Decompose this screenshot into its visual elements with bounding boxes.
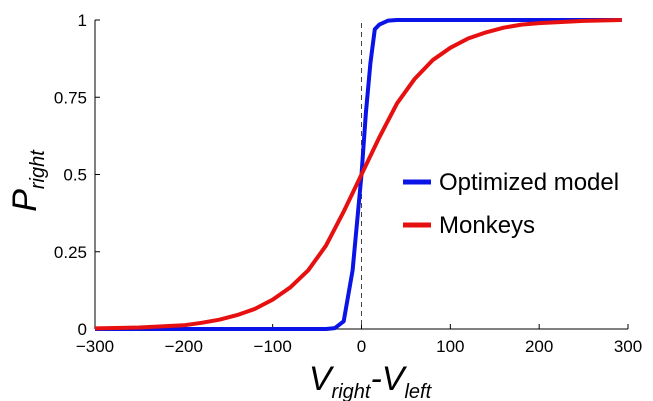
y-tick-label: 0.25 — [54, 243, 87, 262]
x-axis-label-sub-1: right — [332, 381, 372, 401]
y-axis-label-sub: right — [27, 149, 49, 189]
y-tick-label: 0.5 — [63, 166, 87, 185]
y-tick-label: 0 — [78, 320, 87, 339]
series-line-optimized-model — [95, 18, 622, 331]
x-tick-label: −200 — [165, 337, 203, 356]
x-tick-label: 200 — [525, 337, 553, 356]
tick-labels: −300 −200 −100 0 100 200 300 0 0.25 0.5 0.75 1 — [54, 11, 642, 356]
y-tick-label: 0.75 — [54, 88, 87, 107]
y-axis-label: Pright — [6, 149, 49, 212]
y-tick-label: 1 — [78, 11, 87, 30]
x-axis-label-main-1: V — [309, 360, 335, 398]
y-axis-label-main: P — [6, 189, 44, 212]
legend: Optimized model Monkeys — [403, 169, 619, 239]
x-tick-label: −300 — [76, 337, 114, 356]
x-axis-label-sep: - — [370, 360, 381, 398]
x-axis-label: Vright-Vleft — [309, 360, 433, 401]
series-group — [94, 18, 622, 331]
x-axis-label-main-2: V — [382, 360, 408, 398]
legend-label: Monkeys — [439, 212, 535, 239]
x-tick-label: 100 — [436, 337, 464, 356]
series-line-monkeys — [94, 18, 622, 331]
x-axis-label-sub-2: left — [404, 381, 432, 401]
legend-label: Optimized model — [439, 169, 619, 196]
x-tick-label: −100 — [254, 337, 292, 356]
x-tick-label: 300 — [614, 337, 642, 356]
x-tick-label: 0 — [357, 337, 366, 356]
